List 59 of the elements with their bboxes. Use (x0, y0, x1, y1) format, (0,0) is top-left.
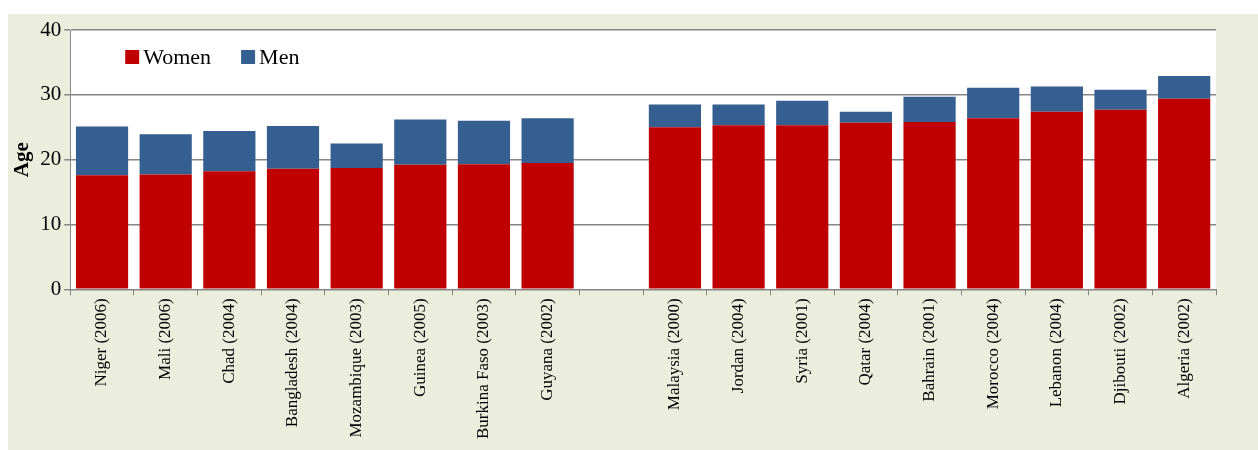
bar (521, 162, 574, 289)
bar (1030, 111, 1083, 289)
bar (967, 87, 1020, 119)
bar (776, 125, 829, 289)
y-tick-label: 30 (40, 81, 62, 106)
y-tick-label: 20 (40, 146, 62, 171)
bar (1158, 98, 1211, 289)
bar (1030, 86, 1083, 112)
x-tick-label: Djibouti (2002) (1109, 298, 1129, 405)
bar (457, 164, 511, 289)
bar (139, 134, 192, 175)
bar (712, 125, 765, 289)
x-tick-label: Guyana (2002) (537, 298, 557, 401)
bar (648, 127, 702, 289)
bar (457, 120, 511, 165)
legend-label: Men (259, 43, 300, 69)
bar (903, 122, 956, 289)
bar (266, 125, 320, 169)
y-tick-label: 0 (50, 275, 62, 300)
x-tick-label: Malaysia (2000) (664, 298, 684, 411)
x-tick-label: Mali (2006) (155, 298, 175, 380)
bar (1094, 89, 1147, 110)
x-tick-label: Syria (2001) (791, 298, 811, 384)
bar (203, 171, 256, 289)
x-tick-label: Niger (2006) (91, 298, 111, 387)
bar (75, 126, 129, 176)
x-tick-label: Algeria (2002) (1173, 298, 1193, 399)
bar (330, 143, 383, 169)
bar (75, 175, 129, 289)
bar (967, 118, 1020, 289)
x-tick-label: Burkina Faso (2003) (473, 298, 493, 440)
bar (776, 100, 829, 126)
bar (266, 168, 320, 289)
bar (330, 168, 383, 289)
x-tick-label: Qatar (2004) (855, 298, 875, 386)
bar (839, 122, 892, 289)
bar (203, 131, 256, 172)
x-tick-label: Lebanon (2004) (1046, 298, 1066, 408)
x-tick-label: Mozambique (2003) (346, 298, 366, 438)
y-tick-label: 10 (40, 210, 62, 235)
bar (903, 96, 956, 123)
x-tick-label: Jordan (2004) (728, 298, 748, 394)
y-axis-title: Age (9, 142, 34, 178)
legend-label: Women (143, 43, 212, 69)
x-tick-label: Guinea (2005) (409, 298, 429, 397)
y-tick-label: 40 (40, 16, 62, 41)
bar (521, 118, 574, 163)
bar (139, 174, 192, 289)
x-tick-label: Bahrain (2001) (919, 298, 939, 402)
bar (394, 119, 447, 165)
bar (1158, 76, 1211, 99)
bar (394, 164, 447, 289)
bar (839, 111, 892, 123)
x-tick-label: Chad (2004) (218, 298, 238, 384)
bar (712, 104, 765, 126)
x-tick-label: Morocco (2004) (982, 298, 1002, 410)
bar (648, 104, 702, 128)
x-tick-label: Bangladesh (2004) (282, 298, 302, 428)
bar (1094, 109, 1147, 289)
